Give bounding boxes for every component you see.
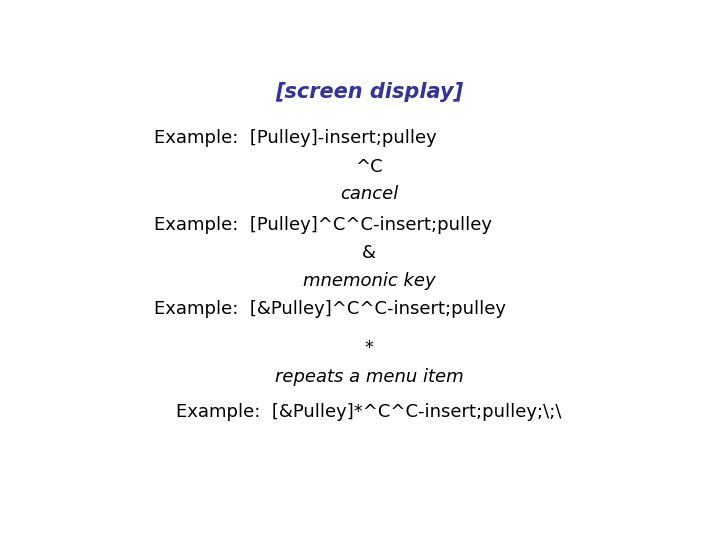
Text: Example:  [Pulley]-insert;pulley: Example: [Pulley]-insert;pulley	[154, 129, 437, 146]
Text: Example:  [Pulley]^C^C-insert;pulley: Example: [Pulley]^C^C-insert;pulley	[154, 216, 492, 234]
Text: &: &	[362, 244, 376, 262]
Text: cancel: cancel	[340, 185, 398, 202]
Text: *: *	[364, 339, 374, 357]
Text: Example:  [&Pulley]^C^C-insert;pulley: Example: [&Pulley]^C^C-insert;pulley	[154, 300, 506, 318]
Text: repeats a menu item: repeats a menu item	[275, 368, 463, 387]
Text: mnemonic key: mnemonic key	[302, 272, 436, 290]
Text: Example:  [&Pulley]*^C^C-insert;pulley;\;\: Example: [&Pulley]*^C^C-insert;pulley;\;…	[176, 403, 562, 421]
Text: ^C: ^C	[355, 158, 383, 176]
Text: [screen display]: [screen display]	[275, 82, 463, 102]
